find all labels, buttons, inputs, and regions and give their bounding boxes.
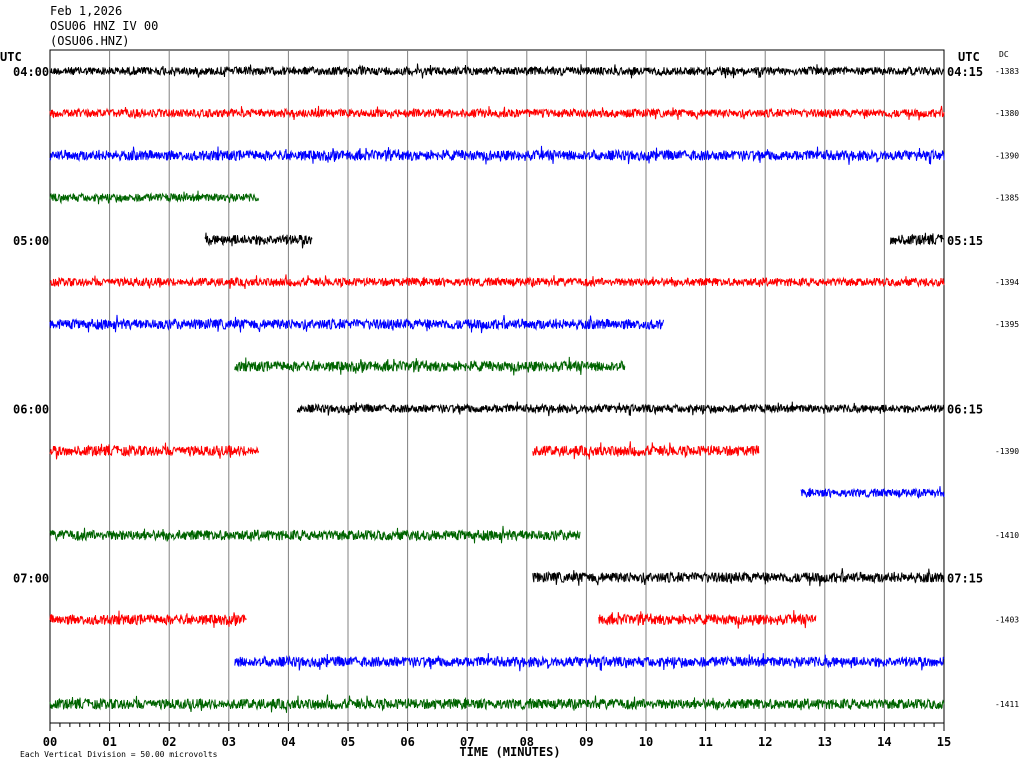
chart-date: Feb 1,2026 (50, 4, 123, 18)
trace-segment (49, 105, 945, 121)
trace-segment (49, 694, 945, 713)
trace-segment (49, 442, 259, 460)
right-time-label: 07:15 (947, 571, 983, 585)
dc-value: -1403 (995, 616, 1019, 625)
dc-value: -1411 (995, 700, 1019, 709)
x-tick-label: 07 (460, 735, 474, 749)
trace-segment (598, 610, 817, 629)
dc-value: -1390 (995, 151, 1019, 160)
x-axis-label: TIME (MINUTES) (459, 745, 560, 759)
x-tick-label: 12 (758, 735, 772, 749)
dc-value: -1410 (995, 531, 1019, 540)
trace-segment (889, 232, 945, 246)
trace-segment (204, 232, 313, 249)
grid (49, 49, 945, 731)
trace-segment (49, 525, 581, 544)
trace-segment (49, 610, 247, 628)
x-tick-label: 02 (162, 735, 176, 749)
dc-value: -1390 (995, 447, 1019, 456)
right-utc-title: UTC (958, 50, 980, 64)
trace-segment (49, 63, 945, 79)
trace-segment (234, 356, 626, 376)
x-tick-label: 05 (341, 735, 355, 749)
left-time-label: 05:00 (13, 234, 49, 248)
station-code: (OSU06.HNZ) (50, 34, 130, 48)
x-tick-label: 13 (818, 735, 832, 749)
x-tick-label: 11 (698, 735, 712, 749)
dc-title: DC (999, 50, 1009, 59)
dc-value: -1380 (995, 109, 1019, 118)
footer-note: Each Vertical Division = 50.00 microvolt… (20, 750, 218, 759)
dc-value: -1394 (995, 278, 1019, 287)
x-tick-label: 10 (639, 735, 653, 749)
trace-segment (800, 486, 945, 499)
x-tick-label: 00 (43, 735, 57, 749)
x-tick-label: 15 (937, 735, 951, 749)
trace-segment (532, 568, 945, 587)
trace-segment (49, 145, 945, 165)
x-tick-label: 03 (222, 735, 236, 749)
right-time-label: 06:15 (947, 403, 983, 417)
left-time-label: 07:00 (13, 571, 49, 585)
dc-value: -1385 (995, 194, 1019, 203)
station-name: OSU06 HNZ IV 00 (50, 19, 159, 33)
right-time-label: 04:15 (947, 65, 983, 79)
traces (49, 63, 945, 713)
x-tick-label: 04 (281, 735, 295, 749)
trace-segment (49, 274, 945, 290)
left-time-label: 04:00 (13, 65, 49, 79)
trace-segment (234, 653, 945, 672)
right-time-label: 05:15 (947, 234, 983, 248)
dc-value: -1395 (995, 320, 1019, 329)
dc-value: -1383 (995, 67, 1019, 76)
left-utc-title: UTC (0, 50, 22, 64)
x-tick-label: 08 (520, 735, 534, 749)
x-tick-label: 01 (102, 735, 116, 749)
left-time-label: 06:00 (13, 403, 49, 417)
trace-segment (296, 401, 945, 417)
labels: 00 01 02 03 04 05 06 07 08 09 10 11 12 13 14 15 04:00 04:… (13, 65, 1019, 749)
x-tick-label: 09 (579, 735, 593, 749)
x-tick-label: 06 (400, 735, 414, 749)
x-tick-label: 14 (877, 735, 891, 749)
trace-segment (49, 314, 664, 334)
trace-segment (532, 441, 760, 460)
trace-segment (49, 190, 259, 205)
